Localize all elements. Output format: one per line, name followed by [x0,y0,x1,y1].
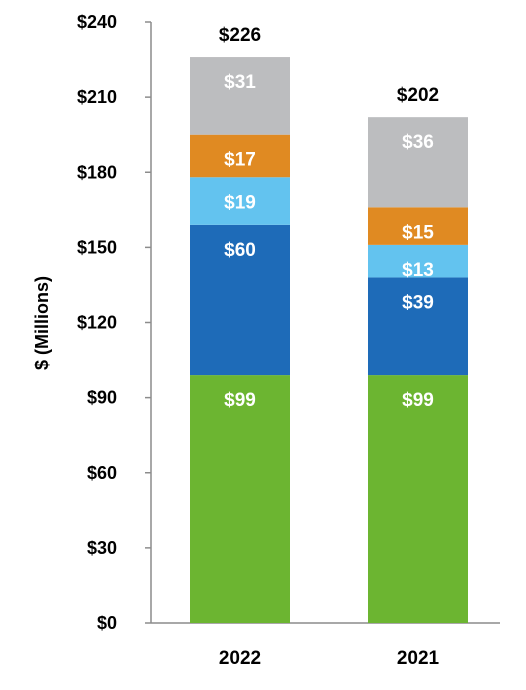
y-tick-label: $60 [87,463,117,483]
y-tick-label: $240 [77,12,117,32]
segment-value-label: $60 [224,240,256,261]
segment-value-label: $17 [224,150,256,171]
bar-segment [368,375,468,623]
segment-value-label: $15 [402,222,434,243]
bars [190,57,468,623]
segment-value-label: $13 [402,260,434,281]
labels: $99 $60 $19 $17 $31 $226 $99 $39 $13 $15 $36 $202 [219,25,439,411]
y-tick-label: $90 [87,388,117,408]
y-tick-label: $30 [87,538,117,558]
bar-segment [190,134,290,178]
axes: $0 $30 $60 $90 $120 $150 $180 $210 $240 2022 2021 [77,12,500,669]
bar-segment [368,117,468,208]
bar-segment [368,244,468,278]
bar-segment [190,57,290,135]
bar-segment [368,207,468,245]
x-tick-label: 2021 [397,648,440,669]
y-tick-label: $120 [77,313,117,333]
y-tick-label: $150 [77,237,117,257]
x-tick-label: 2022 [219,648,261,669]
y-tick-label: $180 [77,162,117,182]
bar-segment [368,277,468,376]
segment-value-label: $31 [224,72,256,93]
bar-segment [190,177,290,225]
segment-value-label: $36 [402,132,434,153]
y-tick-label: $0 [97,613,117,633]
segment-value-label: $19 [224,192,256,213]
segment-value-label: $99 [224,390,256,411]
y-axis-label: $ (Millions) [32,276,52,370]
segment-value-label: $39 [402,292,434,313]
y-tick-label: $210 [77,87,117,107]
total-value-label: $202 [397,85,439,106]
bar-segment [190,224,290,376]
total-value-label: $226 [219,25,261,46]
bar-segment [190,375,290,623]
segment-value-label: $99 [402,390,434,411]
